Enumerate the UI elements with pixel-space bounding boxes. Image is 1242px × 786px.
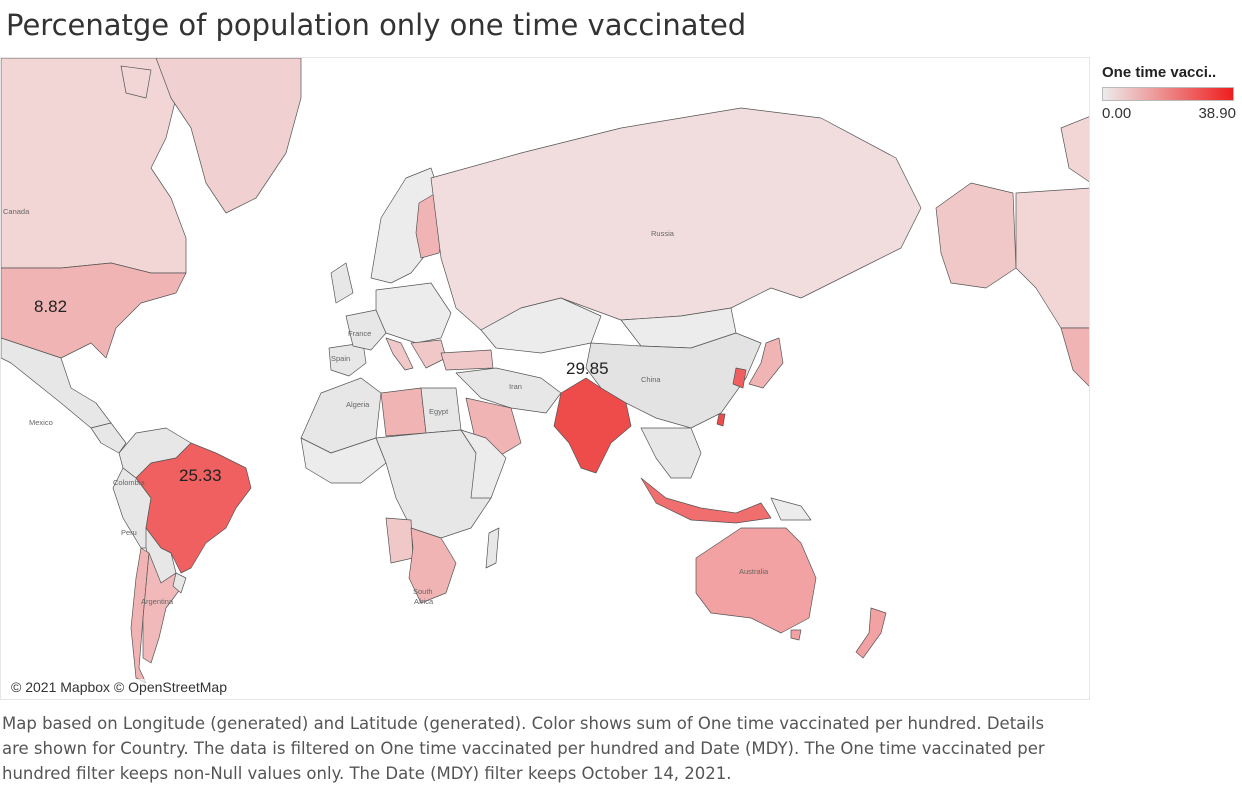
region-japan[interactable] [748,337,784,389]
region-new-zealand[interactable] [855,607,887,659]
place-label-france: France [348,329,371,338]
place-label-argentina: Argentina [141,597,174,606]
region-central-africa[interactable] [375,429,502,539]
place-label-colombia: Colombia [113,478,146,487]
region-angola[interactable] [385,517,414,564]
place-label-iran: Iran [509,382,522,391]
value-label-brazil: 25.33 [179,466,222,485]
region-usa-east[interactable] [1060,327,1090,388]
region-balkans[interactable] [410,339,447,369]
region-uk[interactable] [330,262,354,304]
region-canada[interactable] [1,58,187,274]
color-legend[interactable]: One time vacci.. 0.00 38.90 [1102,64,1238,122]
legend-min-label: 0.00 [1102,105,1132,122]
region-southern-africa[interactable] [408,527,457,604]
region-madagascar[interactable] [485,527,500,569]
region-alaska[interactable] [935,182,1017,289]
caption-text: Map based on Longitude (generated) and L… [2,714,1045,783]
place-label-south-africa-2: Africa [414,597,434,606]
place-label-mexico: Mexico [29,418,53,427]
region-central-europe[interactable] [375,282,452,344]
region-russia[interactable] [430,107,922,331]
region-greenland[interactable] [155,58,302,214]
place-label-egypt: Egypt [429,407,449,416]
region-ethiopia-kenya[interactable] [460,429,507,499]
region-kazakhstan[interactable] [480,297,602,354]
map-attribution[interactable]: © 2021 Mapbox © OpenStreetMap [9,679,229,695]
region-uruguay[interactable] [172,572,187,594]
region-canada-east[interactable] [1015,187,1090,329]
legend-max-label: 38.90 [1198,105,1236,122]
region-argentina[interactable] [142,552,182,664]
region-taiwan[interactable] [716,413,726,427]
region-tasmania[interactable] [790,629,802,641]
region-west-africa[interactable] [300,437,387,484]
region-indonesia[interactable] [640,477,772,524]
region-central-america[interactable] [90,422,127,454]
region-turkey[interactable] [440,349,494,371]
region-libya[interactable] [380,387,427,437]
place-label-algeria: Algeria [346,400,370,409]
place-label-spain: Spain [331,354,350,363]
region-middle-east[interactable] [455,367,562,414]
legend-ticks: 0.00 38.90 [1102,105,1236,122]
region-india[interactable] [553,377,632,474]
region-greenland-east[interactable] [1060,116,1090,183]
region-usa[interactable] [1,262,187,359]
region-southeast-asia[interactable] [640,427,702,479]
place-label-peru: Peru [121,528,137,537]
region-arctic-islands[interactable] [120,65,152,99]
region-italy[interactable] [385,337,414,371]
page-title: Percenatge of population only one time v… [6,8,747,42]
region-brazil[interactable] [135,442,252,574]
region-australia[interactable] [695,527,817,634]
legend-title: One time vacci.. [1102,64,1217,81]
region-papua[interactable] [770,497,812,521]
map-canvas[interactable]: Mexico Colombia Peru Algeria Egypt Iran … [1,58,1090,700]
value-label-usa: 8.82 [34,297,67,316]
place-label-australia: Australia [739,567,769,576]
value-label-india: 29.85 [566,359,609,378]
legend-gradient-bar [1102,87,1234,101]
place-label-south-africa-1: South [413,587,433,596]
region-korea[interactable] [732,367,747,389]
place-label-russia: Russia [651,229,675,238]
world-map[interactable]: Mexico Colombia Peru Algeria Egypt Iran … [0,57,1090,700]
place-label-canada: Canada [3,207,30,216]
place-label-china: China [641,375,661,384]
region-france[interactable] [345,309,387,351]
